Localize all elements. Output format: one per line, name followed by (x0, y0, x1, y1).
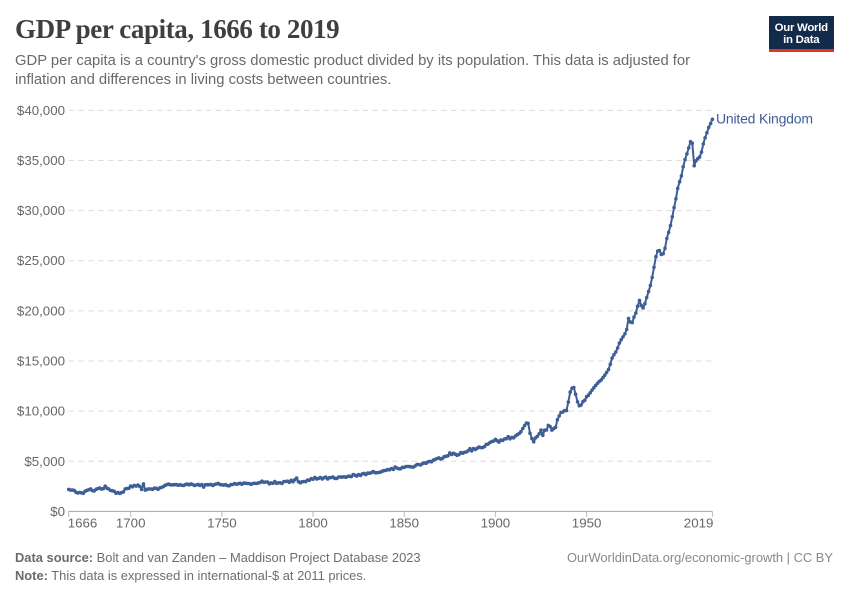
svg-text:1950: 1950 (572, 516, 602, 531)
svg-text:$0: $0 (50, 504, 65, 519)
svg-text:1900: 1900 (481, 516, 511, 531)
svg-text:$5,000: $5,000 (24, 454, 65, 469)
svg-text:1850: 1850 (389, 516, 419, 531)
svg-text:$35,000: $35,000 (17, 153, 65, 168)
svg-text:1800: 1800 (298, 516, 328, 531)
svg-text:1666: 1666 (68, 516, 98, 531)
svg-text:2019: 2019 (684, 516, 714, 531)
svg-text:1700: 1700 (116, 516, 146, 531)
svg-text:$25,000: $25,000 (17, 253, 65, 268)
svg-text:1750: 1750 (207, 516, 237, 531)
svg-text:$10,000: $10,000 (17, 404, 65, 419)
svg-text:United Kingdom: United Kingdom (716, 111, 813, 127)
svg-text:$40,000: $40,000 (17, 103, 65, 118)
svg-text:$15,000: $15,000 (17, 354, 65, 369)
svg-text:$20,000: $20,000 (17, 303, 65, 318)
svg-text:$30,000: $30,000 (17, 203, 65, 218)
